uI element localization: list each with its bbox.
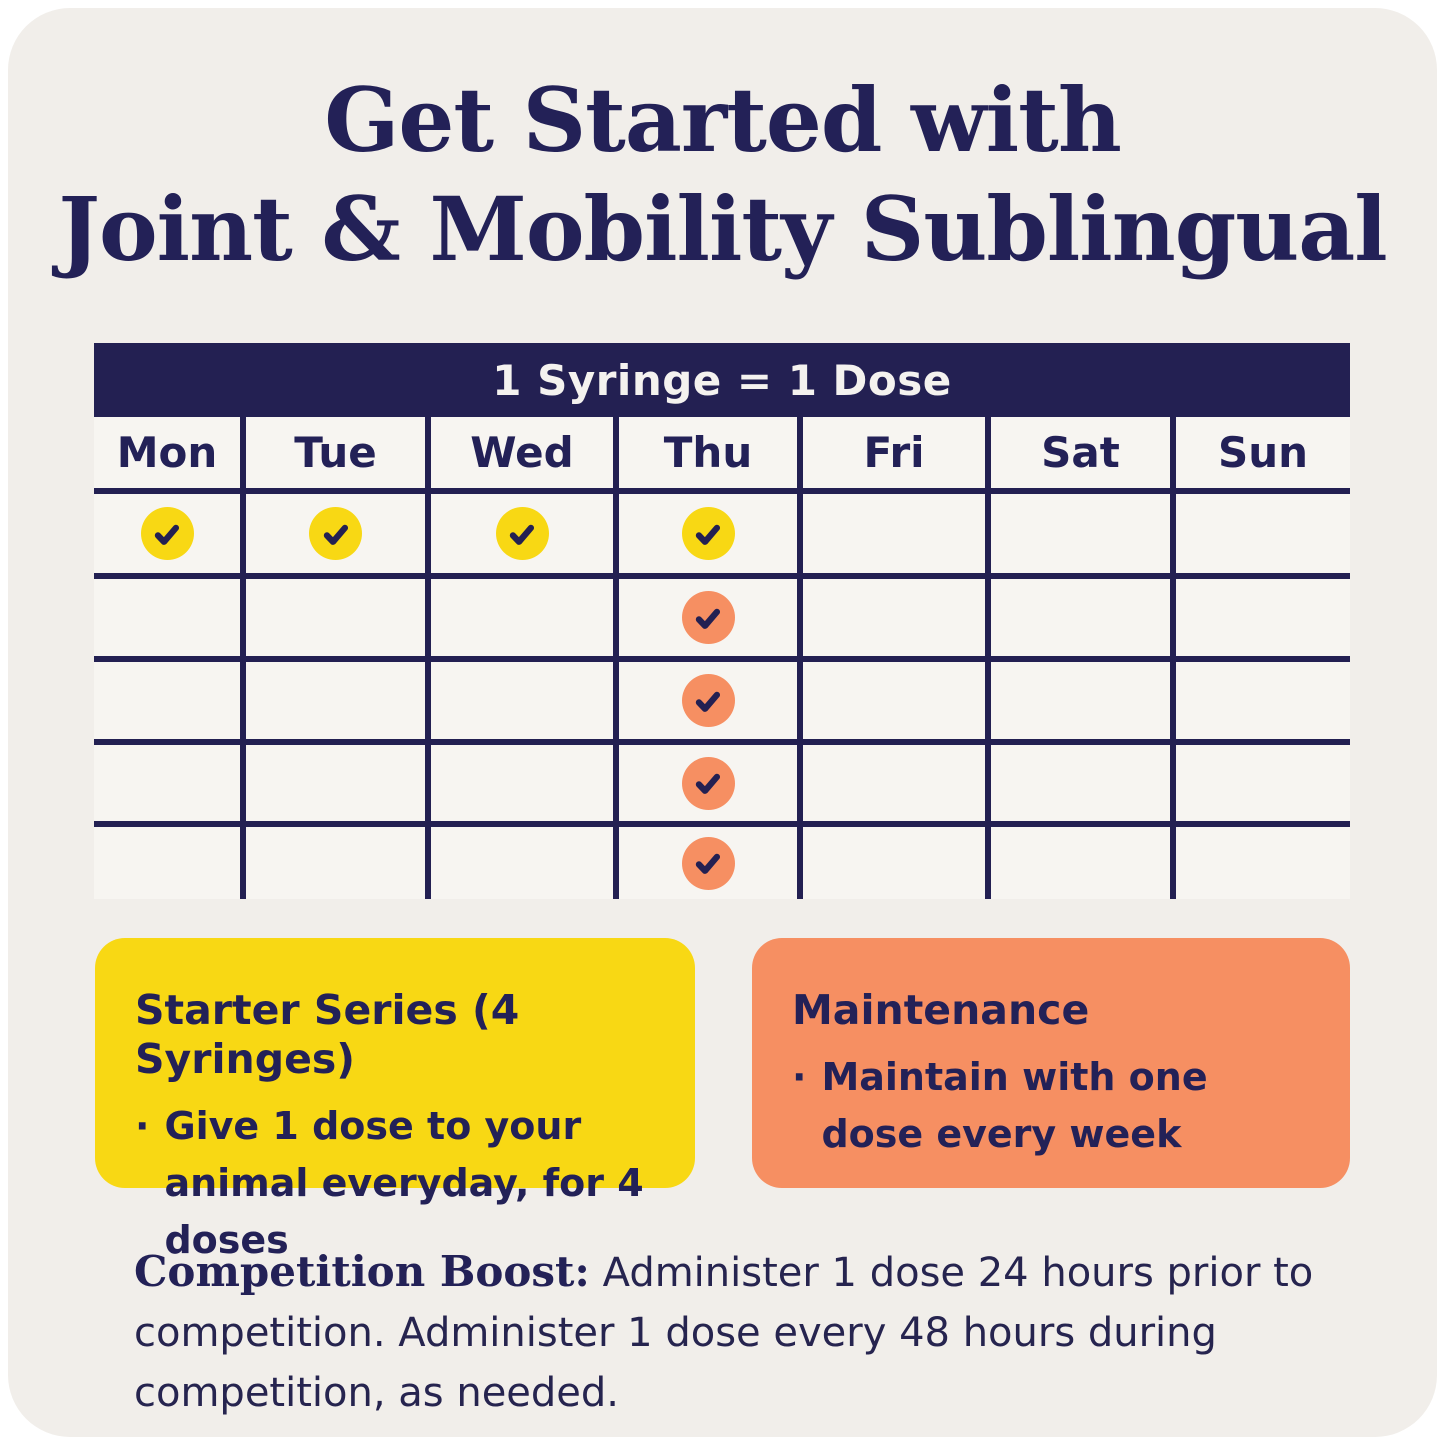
day-header-cell: Thu (619, 417, 803, 494)
maintenance-bullet-item: · Maintain with one dose every week (792, 1049, 1310, 1163)
schedule-cell (246, 494, 431, 579)
maintenance-heading: Maintenance (792, 986, 1090, 1034)
schedule-cell (94, 662, 246, 745)
schedule-cell (803, 745, 991, 827)
schedule-grid: Mon Tue Wed Thu Fri Sat Sun (94, 417, 1350, 899)
schedule-cell (1176, 745, 1350, 827)
day-header-cell: Tue (246, 417, 431, 494)
page-title-line-1: Get Started with (324, 68, 1122, 172)
day-header-cell: Mon (94, 417, 246, 494)
schedule-cell (246, 662, 431, 745)
check-icon (495, 507, 549, 560)
check-icon (309, 507, 362, 560)
schedule-cell (991, 579, 1176, 662)
page-title: Get Started with Joint & Mobility Sublin… (8, 66, 1437, 284)
check-icon (681, 756, 735, 810)
starter-series-bullet-item: · Give 1 dose to your animal everyday, f… (135, 1098, 655, 1269)
infographic-card: Get Started with Joint & Mobility Sublin… (8, 8, 1437, 1437)
schedule-cell (803, 579, 991, 662)
check-icon (140, 507, 194, 560)
day-label: Sat (1041, 428, 1120, 477)
starter-series-bullet-text: Give 1 dose to your animal everyday, for… (164, 1104, 644, 1263)
schedule-cell (619, 579, 803, 662)
schedule-cell (991, 827, 1176, 899)
schedule-cell (1176, 662, 1350, 745)
check-icon (681, 836, 735, 890)
schedule-cell (246, 579, 431, 662)
schedule-cell (431, 827, 619, 899)
day-label: Tue (294, 428, 377, 477)
competition-boost-note: Competition Boost: Administer 1 dose 24 … (134, 1240, 1314, 1423)
schedule-cell (431, 662, 619, 745)
schedule-cell (94, 827, 246, 899)
schedule-cell (619, 662, 803, 745)
day-label: Fri (863, 428, 925, 477)
schedule-cell (619, 494, 803, 579)
schedule-cell (803, 662, 991, 745)
day-header-cell: Fri (803, 417, 991, 494)
day-header-cell: Wed (431, 417, 619, 494)
check-icon (681, 591, 735, 644)
day-label: Mon (116, 428, 218, 477)
day-label: Sun (1217, 428, 1309, 477)
schedule-cell (991, 662, 1176, 745)
schedule-cell (1176, 494, 1350, 579)
table-title-label: 1 Syringe = 1 Dose (492, 355, 952, 405)
check-icon (681, 507, 735, 560)
bullet-dot: · (135, 1104, 150, 1149)
schedule-cell (991, 745, 1176, 827)
schedule-cell (94, 494, 246, 579)
day-header-cell: Sun (1176, 417, 1350, 494)
schedule-cell (431, 494, 619, 579)
table-title-bar: 1 Syringe = 1 Dose (94, 343, 1350, 417)
day-header-cell: Sat (991, 417, 1176, 494)
schedule-cell (1176, 827, 1350, 899)
bullet-dot: · (792, 1055, 807, 1100)
schedule-cell (431, 579, 619, 662)
dosing-schedule-table: 1 Syringe = 1 Dose Mon Tue Wed Thu Fri Sat Sun (94, 343, 1350, 899)
schedule-cell (246, 745, 431, 827)
maintenance-bullet-text: Maintain with one dose every week (821, 1055, 1208, 1157)
starter-series-card: Starter Series (4 Syringes) · Give 1 dos… (95, 938, 695, 1262)
check-icon (681, 674, 735, 727)
schedule-cell (94, 745, 246, 827)
day-label: Thu (663, 428, 753, 477)
schedule-cell (619, 745, 803, 827)
schedule-cell (431, 745, 619, 827)
schedule-cell (246, 827, 431, 899)
schedule-cell (619, 827, 803, 899)
maintenance-card: Maintenance · Maintain with one dose eve… (752, 938, 1350, 1188)
competition-boost-label: Competition Boost: (134, 1247, 590, 1296)
starter-series-heading: Starter Series (4 Syringes) (135, 986, 520, 1084)
day-label: Wed (470, 428, 574, 477)
schedule-cell (1176, 579, 1350, 662)
schedule-cell (803, 494, 991, 579)
schedule-cell (94, 579, 246, 662)
competition-boost-text: Administer 1 dose 24 hours prior to comp… (134, 1250, 1314, 1416)
schedule-cell (991, 494, 1176, 579)
schedule-cell (803, 827, 991, 899)
page-title-line-2: Joint & Mobility Sublingual (58, 177, 1387, 282)
